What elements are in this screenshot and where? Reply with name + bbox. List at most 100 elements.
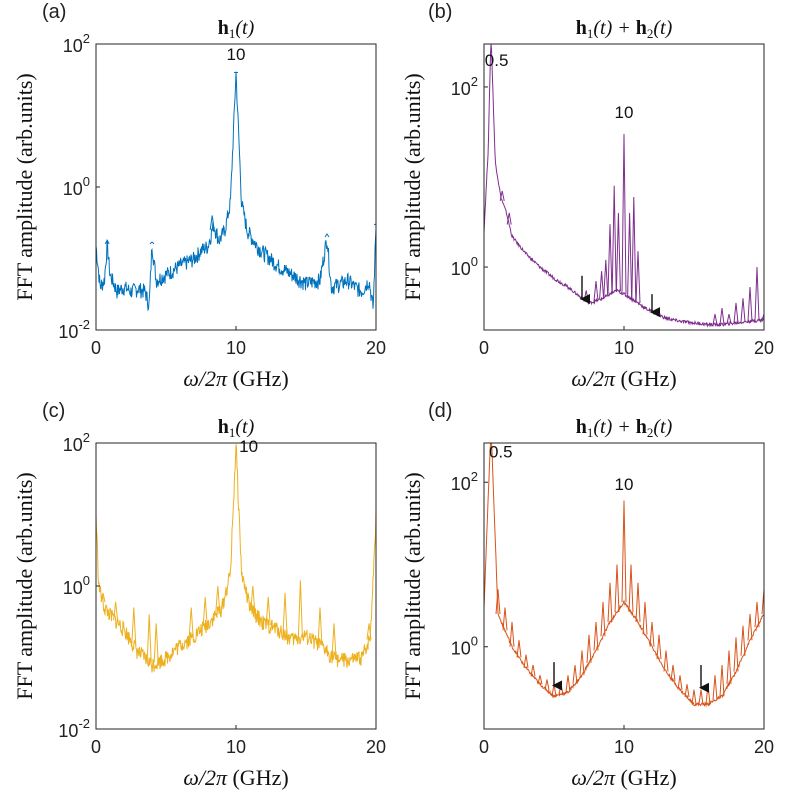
spike-mark xyxy=(761,589,764,615)
spike-mark xyxy=(558,684,564,695)
spike-mark xyxy=(740,298,746,323)
y-tick-label: 102 xyxy=(451,469,478,494)
spike-mark xyxy=(544,679,550,691)
spike-mark xyxy=(146,614,152,662)
spike-mark xyxy=(149,241,155,245)
spike-mark xyxy=(250,585,256,611)
series-line xyxy=(484,44,764,328)
spike-mark xyxy=(684,684,690,698)
spike-mark xyxy=(523,654,529,669)
y-tick-label: 102 xyxy=(451,74,478,99)
spike-mark xyxy=(677,675,683,690)
spike-mark xyxy=(537,675,543,685)
x-tick-label: 10 xyxy=(226,338,246,358)
chart-panel: (b) h1(t) + h2(t) 0 10 20 100 102 ω/2π (GHz) FFT… xyxy=(400,1,774,391)
chart-title: h1(t) + h2(t) xyxy=(576,17,673,41)
peak-annotation: 10 xyxy=(227,45,246,64)
spike-mark xyxy=(705,684,711,705)
x-tick-label: 0 xyxy=(479,737,489,757)
spike-mark xyxy=(754,601,760,628)
chart-title: h1(t) + h2(t) xyxy=(576,416,673,440)
chart-title: h1(t) xyxy=(218,416,255,440)
x-axis-label: ω/2π (GHz) xyxy=(183,765,288,790)
y-axis-label: FFT amplitude (arb.units) xyxy=(12,472,37,700)
spike-mark xyxy=(282,592,288,635)
spike-mark xyxy=(627,212,633,298)
spike-mark xyxy=(621,134,627,295)
panel-label: (d) xyxy=(428,400,452,422)
axes-box xyxy=(95,442,377,730)
spike-mark xyxy=(586,634,592,663)
spike-mark xyxy=(104,239,110,245)
spike-mark xyxy=(188,607,194,638)
spike-mark xyxy=(621,500,627,603)
spike-mark xyxy=(331,623,337,658)
spike-mark xyxy=(614,564,620,613)
spike-mark xyxy=(628,564,634,613)
spike-mark xyxy=(712,314,718,325)
spike-mark xyxy=(611,185,617,292)
spike-mark xyxy=(516,640,522,658)
spike-mark xyxy=(607,582,613,623)
spike-mark xyxy=(153,623,159,663)
y-axis-label: FFT amplitude (arb.units) xyxy=(400,472,425,700)
y-tick-label: 100 xyxy=(451,254,478,279)
peak-annotation: 0.5 xyxy=(485,51,509,70)
spike-mark xyxy=(324,233,330,238)
spike-mark xyxy=(656,634,662,660)
peak-annotation: 10 xyxy=(615,475,634,494)
chart-panel: (d) h1(t) + h2(t) 0 10 20 100 102 ω/2π (GHz) FFT… xyxy=(400,400,774,790)
x-tick-label: 10 xyxy=(614,737,634,757)
spike-mark xyxy=(649,621,655,647)
spike-mark xyxy=(635,251,641,303)
spike-mark xyxy=(509,621,515,647)
x-tick-label: 20 xyxy=(366,338,386,358)
spike-mark xyxy=(495,589,501,615)
series-line xyxy=(96,71,376,312)
x-axis-label: ω/2π (GHz) xyxy=(183,366,288,391)
x-tick-label: 0 xyxy=(91,338,101,358)
spike-mark xyxy=(265,597,271,626)
spike-mark xyxy=(209,215,215,230)
spike-mark xyxy=(593,621,599,651)
x-axis-label: ω/2π (GHz) xyxy=(571,366,676,391)
spike-mark xyxy=(754,267,760,321)
spike-mark xyxy=(719,664,725,697)
spike-mark xyxy=(317,607,323,645)
spike-mark xyxy=(215,585,221,613)
x-tick-label: 20 xyxy=(754,338,774,358)
x-tick-label: 0 xyxy=(479,338,489,358)
spike-mark xyxy=(366,623,372,640)
y-axis-label: FFT amplitude (arb.units) xyxy=(400,73,425,301)
y-tick-label: 10-2 xyxy=(58,716,90,741)
spike-mark xyxy=(600,601,606,637)
y-tick-label: 100 xyxy=(63,174,90,199)
x-tick-label: 10 xyxy=(614,338,634,358)
spike-mark xyxy=(726,314,732,324)
spike-mark xyxy=(603,259,609,297)
x-tick-label: 20 xyxy=(366,737,386,757)
spike-mark xyxy=(607,224,613,295)
spike-mark xyxy=(599,271,605,299)
spike-mark xyxy=(593,280,599,302)
spike-mark xyxy=(663,650,669,672)
spike-mark xyxy=(670,664,676,681)
spike-mark xyxy=(530,664,536,677)
chart-panel: (c) h1(t) 0 10 20 10-2 100 102 ω/2π (GHz) FFT amp… xyxy=(12,400,386,790)
x-tick-label: 10 xyxy=(226,737,246,757)
axes-box xyxy=(483,43,765,331)
y-tick-label: 102 xyxy=(63,430,90,455)
y-tick-label: 100 xyxy=(451,634,478,659)
spike-mark xyxy=(642,601,648,635)
spike-mark xyxy=(583,290,589,302)
spike-mark xyxy=(733,302,739,323)
series-line xyxy=(96,444,376,673)
y-tick-label: 102 xyxy=(63,31,90,56)
spike-mark xyxy=(747,613,753,641)
x-tick-label: 20 xyxy=(754,737,774,757)
panel-label: (b) xyxy=(428,1,452,23)
spike-mark xyxy=(100,592,106,603)
panel-label: (c) xyxy=(42,400,65,422)
peak-annotation: 10 xyxy=(239,437,258,456)
chart-panel: (a) h1(t) 0 10 20 10-2 100 102 ω/2π (GHz) FFT amp… xyxy=(12,1,386,391)
